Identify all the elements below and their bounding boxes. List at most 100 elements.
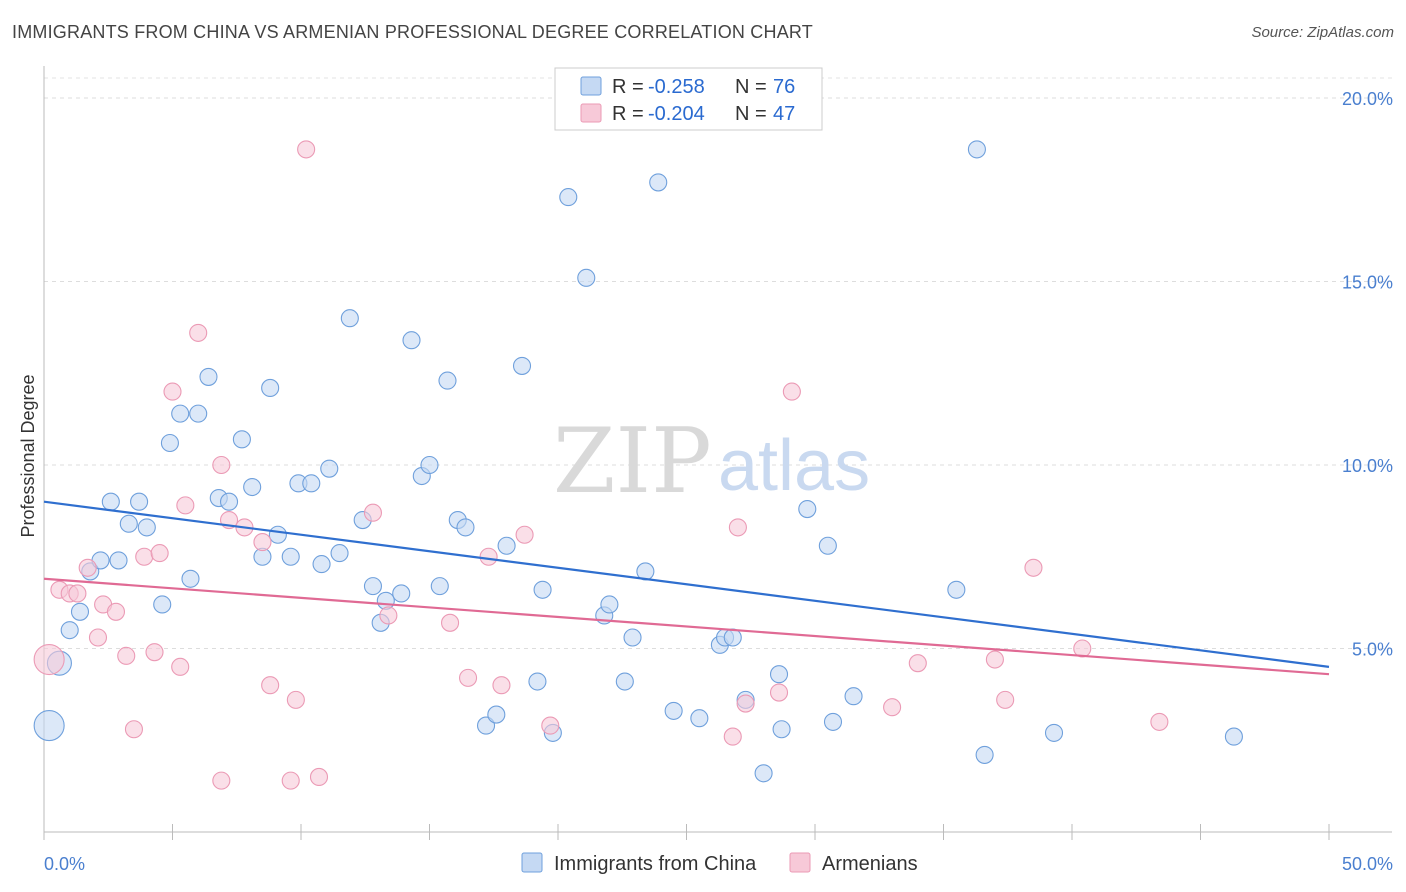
china-point-3 — [70, 602, 90, 621]
china-point-0 — [33, 710, 65, 742]
armenians-point-33 — [515, 525, 534, 544]
armenians-trend-line — [43, 577, 1330, 676]
armenians-point-44 — [1024, 558, 1043, 577]
china-point-70 — [844, 687, 863, 706]
china-point-69 — [823, 712, 843, 731]
armenians-point-28 — [379, 606, 398, 625]
china-point-40 — [438, 371, 457, 390]
series-armenians-points — [33, 140, 1169, 790]
armenians-point-39 — [782, 382, 801, 401]
legend-r-label-china: R = — [612, 76, 644, 98]
armenians-point-36 — [728, 518, 747, 537]
legend-swatch-china — [580, 76, 602, 96]
armenians-point-25 — [297, 140, 316, 159]
legend-r-value-armenians: -0.204 — [648, 103, 705, 125]
china-point-9 — [130, 492, 149, 511]
china-point-11 — [153, 595, 172, 614]
china-point-47 — [528, 672, 547, 691]
china-point-6 — [101, 492, 120, 511]
armenians-point-22 — [261, 676, 280, 695]
armenians-point-29 — [441, 613, 460, 632]
china-point-74 — [1044, 723, 1064, 742]
china-point-42 — [456, 518, 475, 537]
armenians-point-42 — [985, 650, 1004, 669]
armenians-point-40 — [883, 698, 902, 717]
legend-n-label-armenians: N = — [735, 103, 767, 125]
y-tick-label-5: 5.0% — [1352, 640, 1393, 660]
armenians-point-12 — [150, 544, 169, 563]
armenians-point-31 — [479, 547, 498, 566]
armenians-point-43 — [996, 690, 1015, 709]
legend-n-value-china: 76 — [773, 76, 795, 98]
china-point-24 — [281, 547, 300, 566]
china-point-48 — [533, 580, 552, 599]
legend-r-value-china: -0.258 — [648, 76, 705, 98]
china-point-32 — [363, 577, 383, 596]
china-point-10 — [137, 518, 156, 537]
china-point-19 — [232, 430, 251, 449]
armenians-point-21 — [253, 533, 272, 552]
series-legend-label-china: Immigrants from China — [554, 853, 757, 875]
x-ticks — [43, 824, 1330, 840]
china-point-35 — [392, 584, 411, 603]
armenians-point-3 — [68, 584, 87, 603]
china-point-43 — [476, 716, 496, 735]
armenians-point-8 — [117, 646, 136, 665]
china-point-22 — [261, 378, 280, 397]
legend-r-label-armenians: R = — [612, 103, 644, 125]
gridlines — [44, 77, 1392, 650]
armenians-point-4 — [78, 558, 97, 577]
china-point-26 — [302, 474, 321, 493]
china-point-14 — [181, 569, 200, 588]
china-point-45 — [497, 536, 516, 555]
china-point-44 — [487, 705, 506, 724]
watermark: ZIP atlas — [553, 409, 870, 514]
china-point-64 — [754, 764, 773, 783]
china-point-62 — [723, 628, 742, 647]
china-point-28 — [320, 459, 339, 478]
legend-swatch-armenians — [580, 103, 602, 123]
trend-lines — [43, 500, 1330, 676]
china-point-55 — [623, 628, 642, 647]
armenians-point-9 — [124, 720, 143, 739]
armenians-point-26 — [309, 767, 329, 787]
y-tick-labels: 5.0% 10.0% 15.0% 20.0% — [1342, 89, 1393, 659]
armenians-point-7 — [106, 602, 126, 621]
armenians-point-30 — [458, 668, 478, 687]
axes — [43, 66, 1392, 833]
series-legend-swatch-china — [521, 852, 543, 873]
armenians-point-23 — [281, 771, 300, 790]
china-point-13 — [171, 404, 190, 423]
china-point-16 — [199, 367, 218, 386]
china-point-12 — [160, 433, 179, 453]
armenians-point-15 — [176, 496, 195, 515]
china-point-30 — [340, 309, 359, 328]
china-point-67 — [798, 499, 817, 519]
armenians-point-37 — [736, 694, 755, 713]
armenians-point-14 — [171, 657, 190, 676]
china-point-38 — [420, 455, 439, 475]
china-point-36 — [402, 331, 421, 350]
armenians-point-10 — [135, 547, 154, 566]
china-point-18 — [219, 492, 239, 511]
x-tick-label-max: 50.0% — [1342, 854, 1393, 874]
china-point-20 — [243, 477, 262, 497]
china-point-50 — [559, 188, 578, 207]
armenians-point-24 — [286, 690, 305, 709]
china-point-15 — [189, 404, 208, 423]
china-point-39 — [430, 577, 449, 596]
china-point-7 — [109, 551, 128, 570]
series-legend-label-armenians: Armenians — [822, 853, 918, 875]
china-point-58 — [664, 701, 683, 720]
china-point-2 — [60, 621, 79, 640]
series-legend-swatch-armenians — [789, 852, 811, 873]
china-point-23 — [268, 525, 287, 544]
series-legend: Immigrants from China Armenians — [521, 852, 918, 875]
armenians-point-11 — [145, 643, 164, 662]
series-china-points — [33, 140, 1243, 783]
watermark-zip: ZIP — [553, 409, 712, 514]
china-point-53 — [600, 595, 619, 614]
china-point-34 — [376, 591, 395, 610]
y-tick-label-15: 15.0% — [1342, 273, 1393, 293]
